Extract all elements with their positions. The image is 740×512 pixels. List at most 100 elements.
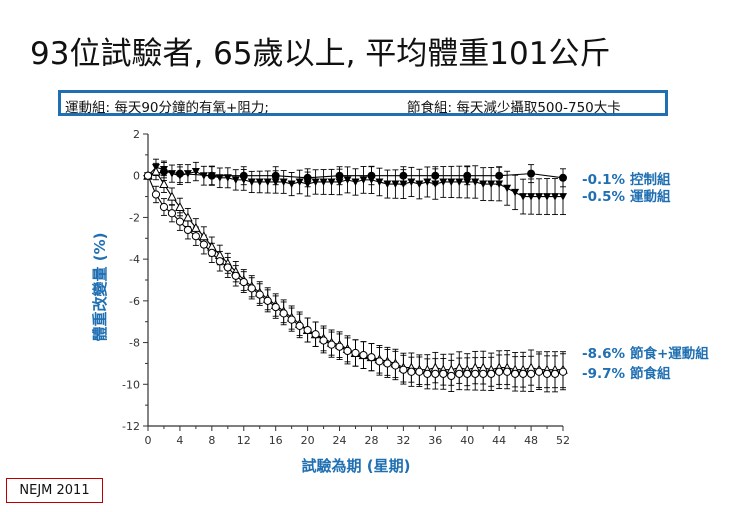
marker-exercise [423, 178, 432, 186]
x-tick-label: 20 [301, 434, 315, 447]
marker-exercise [439, 178, 448, 186]
marker-exercise [247, 178, 256, 186]
marker-exercise [199, 172, 208, 180]
end-labels: -0.1% 控制組-0.5% 運動組 -8.6% 節食+運動組-9.7% 節食組 [582, 171, 709, 382]
marker-diet [319, 336, 328, 345]
marker-control [399, 171, 408, 180]
marker-exercise [343, 176, 352, 184]
marker-exercise [407, 178, 416, 186]
x-tick-label: 8 [208, 434, 215, 447]
marker-diet-exercise [159, 178, 169, 189]
marker-diet [255, 290, 264, 299]
marker-diet-exercise [199, 231, 209, 241]
marker-exercise [327, 178, 336, 186]
marker-exercise [319, 178, 328, 186]
marker-exercise [431, 180, 440, 189]
marker-exercise [167, 170, 176, 178]
series-name-label: 節食+運動組 [630, 345, 709, 362]
x-tick-label: 48 [524, 434, 538, 447]
x-tick-label: 28 [364, 434, 378, 447]
marker-diet [534, 367, 544, 376]
marker-diet [223, 263, 232, 272]
marker-diet [423, 369, 432, 378]
marker-exercise [359, 176, 368, 184]
marker-diet [271, 303, 280, 312]
marker-exercise [255, 178, 264, 186]
marker-exercise [519, 193, 528, 201]
marker-control [527, 169, 536, 178]
marker-diet-exercise [183, 212, 193, 222]
marker-diet [311, 330, 320, 339]
marker-exercise [287, 180, 296, 189]
marker-diet [327, 340, 336, 349]
marker-diet [463, 369, 472, 378]
marker-control [303, 173, 312, 182]
marker-exercise [479, 180, 488, 189]
y-tick-label: -6 [129, 295, 140, 308]
x-tick-label: 12 [237, 434, 251, 447]
marker-diet [487, 369, 496, 378]
marker-diet [335, 342, 344, 351]
marker-exercise [375, 178, 384, 186]
marker-exercise [527, 193, 536, 201]
marker-diet [359, 350, 368, 360]
series-final-value: -8.6% [582, 346, 626, 362]
marker-diet [518, 369, 528, 378]
marker-exercise [511, 188, 520, 197]
marker-diet [511, 369, 520, 378]
marker-diet [367, 353, 376, 362]
marker-diet [391, 361, 400, 370]
series-name-label: 運動組 [630, 188, 671, 205]
marker-exercise [231, 176, 240, 184]
marker-control [463, 171, 472, 180]
series-name-label: 控制組 [630, 171, 671, 188]
marker-exercise [447, 178, 456, 186]
marker-diet [247, 284, 256, 293]
y-tick-label: -2 [129, 211, 140, 224]
y-tick-label: -10 [122, 378, 140, 391]
marker-exercise [215, 174, 224, 182]
marker-exercise [191, 168, 200, 176]
marker-exercise [223, 174, 232, 182]
marker-exercise [263, 178, 272, 186]
x-tick-label: 4 [176, 434, 183, 447]
marker-diet [495, 367, 504, 376]
marker-exercise [271, 178, 280, 186]
marker-exercise [207, 172, 216, 180]
marker-diet-exercise [167, 191, 177, 201]
marker-exercise [455, 178, 464, 186]
marker-diet [295, 321, 304, 330]
marker-diet [351, 348, 360, 358]
marker-diet [439, 369, 448, 378]
marker-diet [231, 271, 240, 280]
x-tick-label: 52 [556, 434, 570, 447]
series-name-label: 節食組 [630, 365, 671, 382]
exercise-note: 運動組: 每天90分鐘的有氧+阻力; [65, 100, 269, 116]
marker-exercise [463, 178, 472, 186]
series-final-value: -0.1% [582, 172, 626, 188]
marker-diet [415, 367, 424, 376]
marker-exercise [183, 170, 192, 178]
marker-diet [455, 369, 464, 378]
marker-diet [343, 346, 352, 356]
marker-diet [479, 369, 488, 378]
x-axis-label: 試驗為期 (星期) [302, 457, 411, 475]
page-title: 93位試驗者, 65歲以上, 平均體重101公斤 [30, 36, 611, 72]
marker-exercise [383, 180, 392, 189]
marker-diet [207, 248, 216, 257]
marker-diet [447, 371, 456, 381]
marker-exercise [535, 193, 544, 201]
marker-diet [526, 369, 536, 378]
marker-diet [167, 209, 177, 218]
marker-diet-exercise [175, 201, 185, 211]
marker-diet [143, 171, 153, 180]
marker-diet [151, 190, 161, 199]
marker-exercise [279, 178, 288, 186]
marker-exercise [487, 180, 496, 189]
marker-diet [183, 225, 193, 235]
y-tick-label: -8 [129, 337, 140, 350]
marker-diet [191, 232, 200, 241]
marker-control [559, 173, 567, 182]
marker-exercise [303, 180, 312, 189]
